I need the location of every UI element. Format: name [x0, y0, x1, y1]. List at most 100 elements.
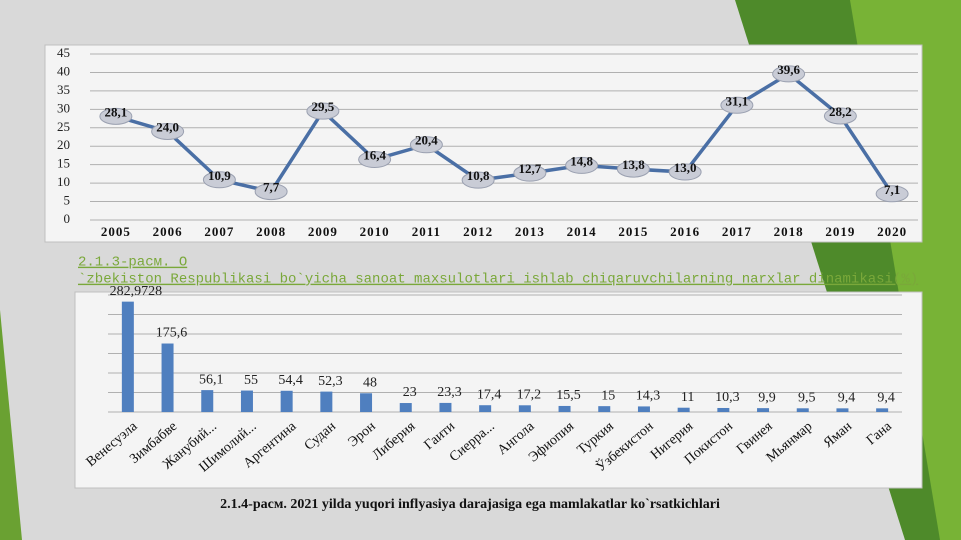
data-label: 20,4 — [415, 133, 438, 148]
bar — [399, 403, 412, 412]
data-label: 9,4 — [877, 391, 895, 406]
y-tick-label: 0 — [64, 211, 71, 226]
y-tick-label: 15 — [57, 156, 70, 171]
data-label: 54,4 — [278, 373, 303, 388]
data-label: 31,1 — [726, 93, 749, 108]
marker — [461, 171, 495, 189]
data-label: 56,1 — [199, 372, 224, 387]
x-tick-label: 2008 — [256, 224, 286, 239]
data-label: 28,1 — [105, 104, 128, 119]
data-label: 28,2 — [829, 104, 852, 119]
marker — [306, 102, 340, 120]
x-tick-label: 2014 — [567, 224, 597, 239]
marker — [565, 156, 599, 174]
data-label: 10,9 — [208, 168, 231, 183]
x-tick-label: 2007 — [204, 224, 234, 239]
data-label: 14,8 — [570, 153, 593, 168]
y-tick-label: 10 — [57, 174, 70, 189]
y-tick-label: 35 — [57, 82, 70, 97]
data-label: 10,8 — [467, 168, 490, 183]
y-tick-label: 40 — [57, 63, 70, 78]
bar — [479, 405, 492, 412]
data-label: 9,9 — [758, 390, 776, 405]
data-label: 13,0 — [674, 160, 697, 175]
data-label: 7,1 — [884, 182, 900, 197]
x-tick-label: 2009 — [308, 224, 338, 239]
x-tick-label: 2017 — [722, 224, 752, 239]
marker — [616, 160, 650, 178]
bar — [637, 406, 650, 412]
bar — [717, 407, 730, 412]
y-tick-label: 30 — [57, 100, 70, 115]
decor — [0, 310, 22, 540]
bar — [280, 390, 293, 412]
y-tick-label: 25 — [57, 119, 70, 134]
bar — [240, 390, 253, 412]
data-label: 24,0 — [156, 119, 179, 134]
x-tick-label: 2013 — [515, 224, 545, 239]
data-label: 7,7 — [263, 180, 280, 195]
x-tick-label: 2010 — [360, 224, 390, 239]
bar — [598, 406, 611, 412]
caption: 2.1.3-расм. O — [78, 255, 187, 271]
data-label: 29,5 — [312, 99, 335, 114]
data-label: 48 — [363, 375, 377, 390]
data-label: 55 — [244, 373, 258, 388]
bar — [518, 405, 531, 412]
x-tick-label: 2018 — [774, 224, 804, 239]
bar — [836, 408, 849, 412]
marker — [668, 163, 702, 181]
bar — [439, 402, 452, 412]
data-label: 17,4 — [477, 387, 502, 402]
data-label: 16,4 — [363, 147, 386, 162]
marker — [202, 171, 236, 189]
line — [115, 71, 894, 195]
bar — [558, 405, 571, 412]
data-label: 14,3 — [636, 389, 661, 404]
data-label: 12,7 — [519, 161, 542, 176]
marker — [358, 151, 392, 169]
x-tick-label: 2006 — [153, 224, 183, 239]
marker — [151, 122, 185, 140]
x-tick-label: 2005 — [101, 224, 131, 239]
x-tick-label: 2019 — [825, 224, 855, 239]
y-tick-label: 45 — [57, 45, 70, 60]
data-label: 23 — [403, 385, 417, 400]
data-label: 175,6 — [156, 326, 188, 341]
y-tick-label: 5 — [64, 193, 71, 208]
bar — [360, 393, 373, 412]
bar — [121, 301, 134, 412]
marker — [254, 183, 288, 201]
data-label: 282,9728 — [110, 284, 163, 299]
bar — [677, 407, 690, 412]
marker — [772, 65, 806, 83]
marker — [720, 96, 754, 114]
x-tick-label: 2016 — [670, 224, 700, 239]
data-label: 15,5 — [556, 388, 581, 403]
data-label: 15 — [601, 388, 615, 403]
data-label: 11 — [681, 390, 694, 405]
data-label: 10,3 — [715, 390, 740, 405]
x-tick-label: 2020 — [877, 224, 907, 239]
x-tick-label: 2011 — [412, 224, 441, 239]
data-label: 13,8 — [622, 157, 645, 172]
x-tick-label: 2012 — [463, 224, 493, 239]
bar — [796, 408, 809, 412]
data-label: 52,3 — [318, 374, 343, 389]
bar — [876, 408, 889, 412]
bar — [757, 408, 770, 412]
bar — [161, 343, 174, 412]
marker — [875, 185, 909, 203]
bar — [320, 391, 333, 412]
bar — [201, 390, 214, 412]
data-label: 9,4 — [838, 391, 856, 406]
marker — [823, 107, 857, 125]
caption: `zbekiston Respublikasi bo`yicha sanoat … — [78, 272, 918, 288]
data-label: 9,5 — [798, 391, 816, 406]
data-label: 17,2 — [517, 388, 542, 403]
chart-title: 2.1.4-расм. 2021 yilda yuqori inflyasiya… — [220, 497, 720, 512]
data-label: 39,6 — [777, 62, 800, 77]
marker — [409, 136, 443, 154]
chart-frame — [74, 291, 923, 489]
